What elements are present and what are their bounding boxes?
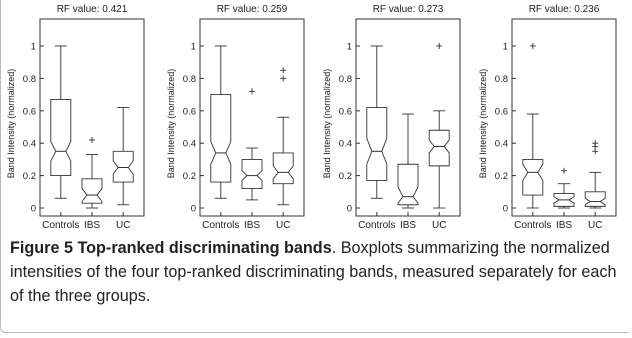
- x-tick-label: UC: [588, 220, 602, 231]
- box-body: [584, 191, 606, 207]
- chart-panel-4: RF value: 0.236 Band Intensity (normalize…: [478, 4, 617, 231]
- box-ibs: [397, 113, 419, 209]
- chart-title: RF value: 0.236: [529, 4, 600, 15]
- y-tick-label: 1: [31, 42, 36, 53]
- y-tick-label: 0: [31, 204, 36, 215]
- box-controls: [366, 45, 388, 199]
- y-tick-label: 0: [191, 204, 196, 215]
- box-body: [241, 158, 263, 190]
- x-tick-label: IBS: [556, 220, 572, 231]
- x-tick-label: UC: [276, 220, 290, 231]
- y-tick-label: 1: [503, 42, 508, 53]
- y-tick-label: 0.2: [495, 171, 508, 182]
- x-tick-label: IBS: [400, 220, 416, 231]
- y-tick-label: 0.8: [23, 74, 36, 85]
- x-tick-label: Controls: [202, 220, 239, 231]
- x-tick-label: Controls: [42, 220, 79, 231]
- y-tick-label: 0.6: [339, 106, 352, 117]
- y-tick-label: 0.8: [183, 74, 196, 85]
- box-controls: [50, 45, 72, 199]
- boxplot-panels: RF value: 0.421 Band Intensity (normalize…: [6, 4, 617, 231]
- y-tick-label: 1: [347, 42, 352, 53]
- box-body: [50, 99, 72, 177]
- chart-title: RF value: 0.273: [373, 4, 444, 15]
- x-tick-label: IBS: [244, 220, 260, 231]
- y-tick-label: 0.8: [495, 74, 508, 85]
- chart-title: RF value: 0.421: [57, 4, 128, 15]
- box-body: [366, 107, 388, 181]
- box-uc: [428, 43, 450, 209]
- caption-body: . Boxplots summarizing the normalized in…: [10, 239, 617, 305]
- y-axis-label: Band Intensity (normalized): [322, 69, 332, 179]
- box-body: [522, 158, 544, 196]
- box-body: [210, 94, 232, 183]
- box-controls: [210, 45, 232, 199]
- box-ibs: [553, 167, 575, 209]
- box-body: [428, 129, 450, 167]
- y-tick-label: 0.2: [23, 171, 36, 182]
- y-tick-label: 0.4: [183, 139, 196, 150]
- x-tick-label: Controls: [358, 220, 395, 231]
- chart-panel-2: RF value: 0.259 Band Intensity (normalize…: [166, 4, 305, 231]
- y-tick-label: 0.6: [183, 106, 196, 117]
- x-tick-label: IBS: [84, 220, 100, 231]
- chart-title: RF value: 0.259: [217, 4, 288, 15]
- y-axis-label: Band Intensity (normalized): [478, 69, 488, 179]
- y-tick-label: 0.4: [495, 139, 508, 150]
- y-tick-label: 0.8: [339, 74, 352, 85]
- y-tick-label: 0.2: [339, 171, 352, 182]
- y-tick-label: 0.6: [495, 106, 508, 117]
- y-axis-label: Band Intensity (normalized): [6, 69, 16, 179]
- y-tick-label: 0: [347, 204, 352, 215]
- box-uc: [584, 140, 606, 209]
- box-body: [112, 150, 134, 183]
- caption-title: Figure 5 Top-ranked discriminating bands: [10, 239, 332, 257]
- x-tick-label: UC: [116, 220, 130, 231]
- y-tick-label: 0.6: [23, 106, 36, 117]
- y-tick-label: 0.2: [183, 171, 196, 182]
- chart-panel-1: RF value: 0.421 Band Intensity (normalize…: [6, 4, 145, 231]
- x-tick-label: UC: [432, 220, 446, 231]
- y-axis-label: Band Intensity (normalized): [166, 69, 176, 179]
- box-uc: [272, 67, 294, 206]
- box-ibs: [81, 136, 103, 209]
- box-ibs: [241, 88, 263, 201]
- box-body: [397, 163, 419, 206]
- box-body: [272, 152, 294, 185]
- box-controls: [522, 43, 544, 209]
- x-tick-label: Controls: [514, 220, 551, 231]
- box-body: [81, 178, 103, 204]
- figure-caption: Figure 5 Top-ranked discriminating bands…: [10, 236, 620, 308]
- y-tick-label: 1: [191, 42, 196, 53]
- y-tick-label: 0.4: [23, 139, 36, 150]
- y-tick-label: 0: [503, 204, 508, 215]
- box-uc: [112, 107, 134, 206]
- y-tick-label: 0.4: [339, 139, 352, 150]
- chart-panel-3: RF value: 0.273 Band Intensity (normalize…: [322, 4, 461, 231]
